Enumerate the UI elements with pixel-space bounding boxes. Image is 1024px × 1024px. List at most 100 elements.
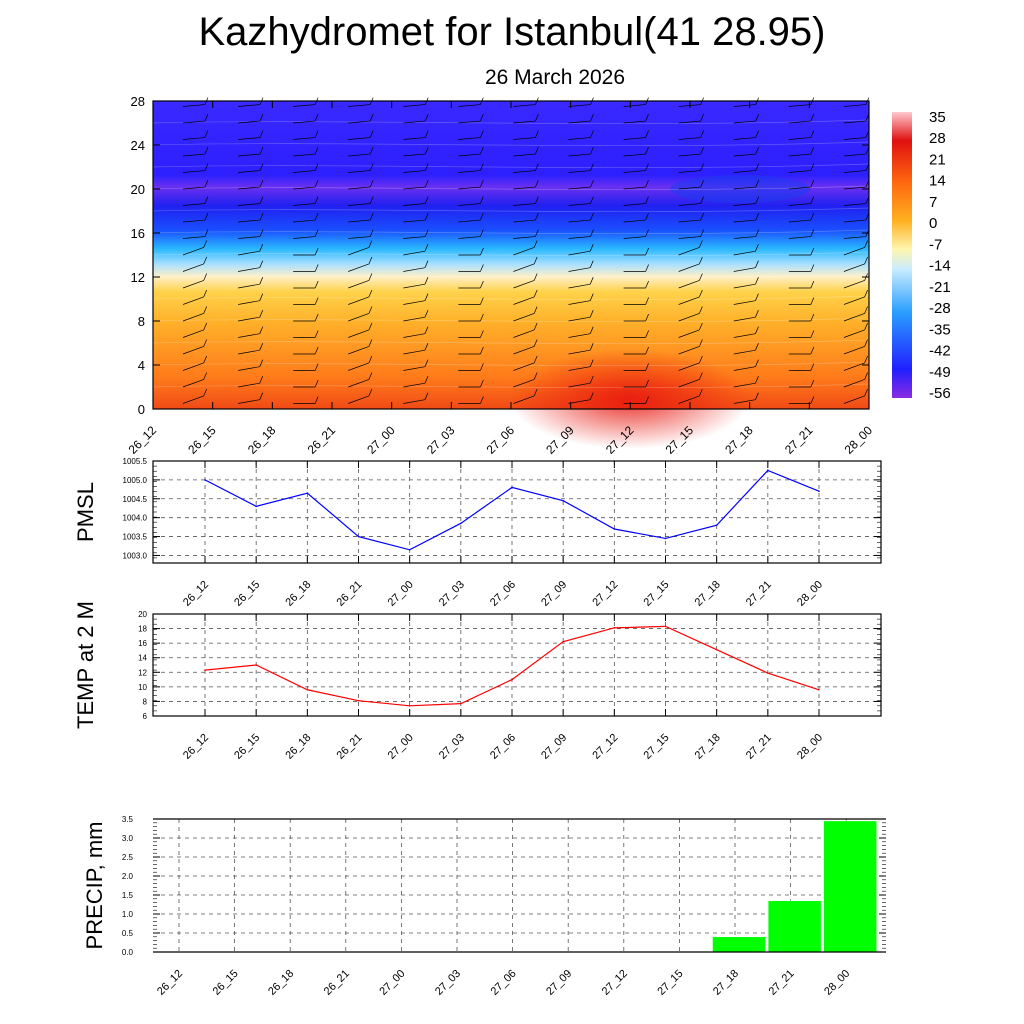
wind-barb-feather <box>810 130 815 138</box>
precip-x-tick-label: 27_03 <box>433 968 463 998</box>
wind-barb-feather <box>700 229 704 237</box>
wind-barb-feather <box>810 229 815 237</box>
wind-barb-feather <box>755 179 760 188</box>
wind-barb <box>623 153 646 157</box>
wind-barb <box>403 153 426 157</box>
wind-barb-feather <box>699 306 703 314</box>
wind-barb-feather <box>203 256 207 265</box>
wind-barb <box>513 186 536 190</box>
wind-barb <box>568 170 591 173</box>
wind-barb <box>568 333 591 338</box>
heatmap-y-tick-label: 4 <box>138 358 145 373</box>
wind-barb <box>733 300 756 305</box>
wind-barb <box>843 236 866 239</box>
wind-barb <box>733 366 756 371</box>
wind-barb-feather <box>810 313 815 322</box>
temp-y-tick-label: 10 <box>138 683 147 692</box>
wind-barb <box>238 104 261 107</box>
wind-barb <box>568 316 591 322</box>
wind-barb <box>513 203 536 206</box>
colorbar-label: 21 <box>929 151 946 168</box>
wind-barb-feather <box>259 359 264 367</box>
wind-barb-feather <box>810 346 815 355</box>
wind-barb-feather <box>533 256 538 265</box>
colorbar-label: -28 <box>929 300 951 317</box>
wind-barb <box>678 236 701 239</box>
wind-barb-feather <box>755 130 760 138</box>
wind-barb-feather <box>645 330 649 338</box>
wind-barb <box>182 219 205 223</box>
wind-barb <box>182 247 204 256</box>
temp-x-tick-label: 26_18 <box>283 732 313 762</box>
wind-barb <box>733 236 756 239</box>
wind-barb <box>733 120 756 124</box>
wind-barb-feather <box>424 326 429 334</box>
wind-barb <box>513 379 535 388</box>
colorbar-label: -49 <box>929 364 951 381</box>
wind-barb-feather <box>755 260 759 268</box>
wind-barb-feather <box>755 277 759 285</box>
pmsl-data-point <box>562 499 564 502</box>
precip-y-tick-label: 3.0 <box>122 834 134 843</box>
heatmap-contour-line <box>152 295 870 301</box>
wind-barb <box>733 153 756 157</box>
wind-barb-feather <box>700 130 704 138</box>
pmsl-x-tick-label: 28_00 <box>795 579 825 609</box>
wind-barb-feather <box>645 146 649 155</box>
wind-barb-feather <box>589 359 594 367</box>
wind-barb-feather <box>589 260 594 268</box>
pmsl-x-tick-label: 27_21 <box>744 579 774 609</box>
pmsl-data-point <box>767 469 769 472</box>
wind-barb-feather <box>864 355 868 364</box>
wind-barb <box>678 153 701 157</box>
wind-barb-feather <box>480 280 484 289</box>
wind-barb <box>238 316 260 322</box>
wind-barb <box>568 300 591 305</box>
wind-barb-feather <box>424 376 429 384</box>
wind-barb-feather <box>259 196 264 204</box>
wind-barb-feather <box>259 146 264 155</box>
wind-barb-feather <box>810 297 815 305</box>
wind-barb <box>403 137 426 140</box>
wind-barb <box>678 395 700 404</box>
wind-barb-feather <box>368 322 373 331</box>
temp-data-point <box>255 664 257 666</box>
wind-barb <box>513 236 536 239</box>
wind-barb-feather <box>259 326 264 334</box>
wind-barb-feather <box>645 212 649 221</box>
wind-barb-feather <box>810 379 815 388</box>
wind-barb-feather <box>479 229 484 237</box>
wind-barb-feather <box>259 244 264 252</box>
heatmap-x-tick-label: 27_06 <box>484 423 518 457</box>
pmsl-x-tick-label: 26_12 <box>181 579 211 609</box>
wind-barb-feather <box>314 264 319 272</box>
wind-barb <box>678 329 700 338</box>
wind-barb <box>348 296 370 305</box>
wind-barb <box>678 137 701 140</box>
wind-barb <box>788 153 811 157</box>
wind-barb <box>733 186 756 190</box>
wind-barb-feather <box>204 179 209 188</box>
wind-barb <box>238 283 260 289</box>
wind-barb-feather <box>479 163 484 171</box>
pmsl-data-point <box>715 524 718 527</box>
wind-barb <box>403 250 426 256</box>
wind-barb-feather <box>369 212 374 221</box>
wind-barb <box>293 203 316 206</box>
precip-x-tick-label: 27_00 <box>377 968 407 998</box>
wind-barb-feather <box>314 297 319 305</box>
wind-barb-feather <box>479 212 484 221</box>
heatmap-contour-line <box>152 251 870 257</box>
wind-barb <box>293 137 316 140</box>
wind-barb <box>348 379 370 388</box>
precip-x-tick-label: 27_09 <box>544 968 574 998</box>
wind-barb-feather <box>864 256 868 265</box>
pmsl-ylabel: PMSL <box>73 482 98 542</box>
wind-barb <box>568 219 591 223</box>
colorbar-label: 28 <box>929 130 946 147</box>
wind-barb-feather <box>424 146 429 155</box>
wind-barb <box>293 104 316 107</box>
wind-barb <box>458 153 481 157</box>
colorbar-label: -14 <box>929 258 951 275</box>
wind-barb <box>348 346 370 355</box>
